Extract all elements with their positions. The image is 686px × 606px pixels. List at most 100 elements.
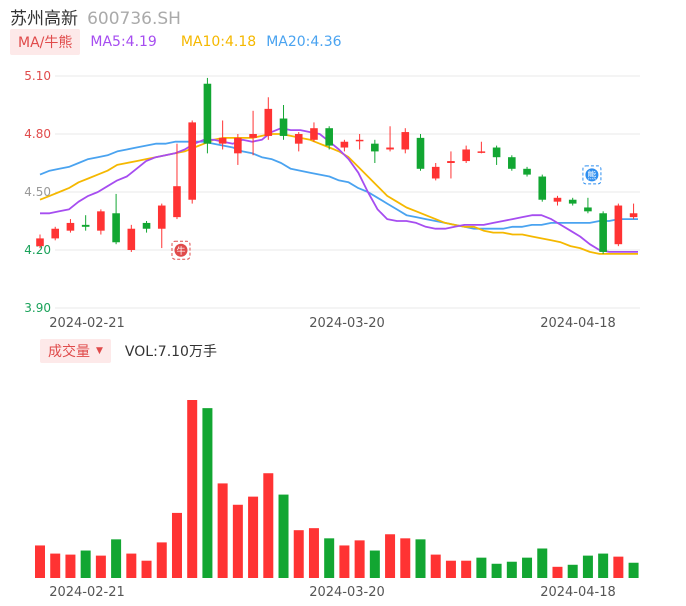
volume-bar (111, 539, 122, 578)
candle (508, 155, 516, 171)
candle (568, 197, 577, 206)
ma5-line (40, 127, 638, 253)
candle (599, 211, 607, 254)
candle-body (97, 211, 105, 231)
y-tick-label: 4.50 (24, 185, 51, 199)
candle-body (279, 118, 288, 136)
volume-bar (232, 504, 243, 578)
candle-body (51, 228, 60, 239)
volume-bar (202, 408, 213, 578)
volume-x-tick-label: 2024-02-21 (49, 585, 125, 600)
candle-body (584, 207, 592, 212)
candle-body (294, 134, 303, 144)
volume-bar (628, 562, 639, 578)
volume-indicator-selector[interactable]: 成交量 ▼ (40, 339, 111, 363)
volume-bar (461, 560, 472, 578)
volume-indicator-label: 成交量 (48, 344, 90, 360)
candle-body (538, 176, 547, 200)
volume-legend: 成交量 ▼ VOL:7.10万手 (40, 339, 217, 363)
candle (629, 203, 638, 220)
candle-body (66, 222, 75, 231)
candle (294, 132, 303, 152)
volume-bar (445, 560, 456, 578)
candle (462, 145, 470, 163)
candle (36, 234, 44, 249)
candle (340, 139, 349, 152)
candle-body (234, 137, 242, 154)
marker-dot (174, 243, 188, 257)
candle-body (340, 141, 349, 148)
candle-body (431, 166, 440, 179)
candle-body (386, 147, 394, 150)
ma5-legend: MA5:4.19 (90, 34, 157, 50)
volume-bar (35, 545, 45, 578)
candle-body (568, 199, 577, 204)
candle (553, 195, 562, 206)
volume-bar (582, 555, 593, 578)
volume-bar (369, 550, 380, 578)
marker-label: 熊 (587, 169, 596, 181)
candle (386, 126, 394, 152)
candle (142, 221, 151, 233)
x-tick-label: 2024-03-20 (309, 316, 385, 331)
volume-bar (522, 557, 533, 578)
volume-bar (537, 548, 548, 578)
candle (492, 145, 501, 165)
candle-body (614, 205, 623, 245)
candle-body (401, 132, 410, 150)
volume-bar (400, 538, 411, 578)
marker-label: 牛 (176, 245, 185, 257)
volume-bar (476, 557, 487, 578)
candle (173, 143, 181, 220)
y-tick-label: 4.20 (24, 243, 51, 257)
candle (112, 193, 120, 245)
candle (431, 163, 440, 181)
volume-bar (552, 566, 563, 578)
candle (203, 77, 212, 154)
ma20-line (39, 140, 638, 230)
candle (310, 122, 318, 142)
ma10-line (39, 133, 638, 255)
candle-body (264, 108, 273, 136)
volume-bar (308, 528, 319, 578)
ma-indicator-selector[interactable]: MA/牛熊 (10, 29, 81, 55)
y-tick-label: 4.80 (24, 127, 51, 141)
candle (614, 203, 623, 247)
candle (416, 134, 425, 171)
candle-body (523, 168, 531, 175)
volume-bar (156, 542, 167, 578)
candle (264, 97, 273, 140)
volume-bar (415, 539, 426, 578)
volume-bar (385, 534, 396, 578)
volume-bar (217, 483, 228, 578)
candle (97, 209, 105, 235)
candle (51, 226, 60, 241)
candle-body (188, 122, 196, 200)
candle-body (447, 161, 455, 163)
volume-bar (506, 561, 517, 578)
candle-body (629, 213, 638, 218)
candle-body (325, 128, 333, 146)
volume-bar (567, 564, 578, 578)
candle (157, 203, 166, 249)
volume-bar (613, 556, 624, 578)
candle-body (477, 151, 486, 153)
candle-body (142, 222, 151, 229)
bear-marker-icon: 熊 (582, 165, 602, 185)
volume-bar (598, 553, 609, 578)
candle (355, 134, 364, 150)
volume-bar (80, 550, 91, 578)
candle-body (203, 83, 212, 144)
volume-bar (50, 553, 61, 578)
candle-body (416, 137, 425, 169)
volume-bar (65, 554, 76, 578)
volume-bar (126, 553, 137, 578)
x-tick-label: 2024-04-18 (540, 316, 616, 331)
candle-body (355, 139, 364, 142)
candle-body (173, 186, 181, 218)
candle-body (310, 128, 318, 140)
candle (279, 105, 288, 140)
marker-frame (171, 240, 191, 260)
volume-bar (293, 530, 304, 578)
candle (538, 174, 547, 202)
